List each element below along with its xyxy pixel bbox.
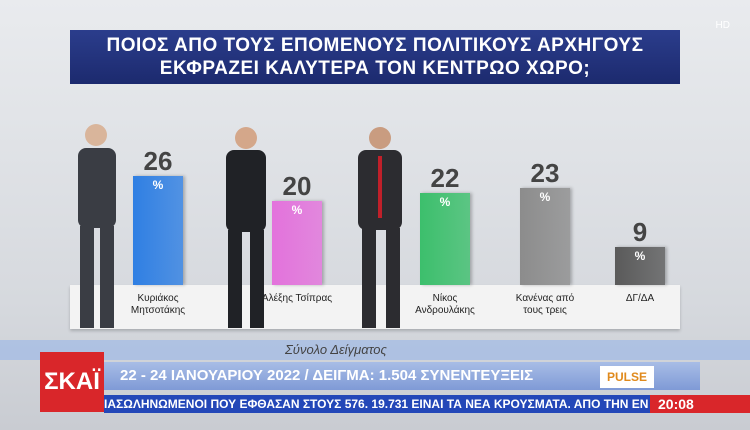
value-label: 23 [530,158,560,189]
hd-badge: HD [715,20,730,31]
value-label: 20 [282,171,312,201]
unit-label: % [291,203,303,217]
portraits [78,124,402,328]
unit-label: % [634,249,646,264]
chart-title: ΠΟΙΟΣ ΑΠΟ ΤΟΥΣ ΕΠΟΜΕΝΟΥΣ ΠΟΛΙΤΙΚΟΥΣ ΑΡΧΗ… [70,30,680,84]
unit-label: % [439,194,451,209]
bar [520,188,570,285]
category-label: Αλέξης Τσίπρας [261,293,333,304]
channel-logo: ΣΚΑΪ [40,352,104,412]
value-label: 22 [430,162,460,193]
category-label: Νίκος Ανδρουλάκης [415,293,475,316]
survey-info: 22 - 24 ΙΑΝΟΥΑΡΙΟΥ 2022 / ΔΕΙΓΜΑ: 1.504 … [40,362,700,390]
person [226,127,266,328]
category-label: Κανένας από τους τρεις [515,293,575,316]
value-label: 9 [632,217,648,248]
source-logo: PULSE [600,366,654,388]
unit-label: % [539,190,551,205]
category-label: Κυριάκος Μητσοτάκης [130,293,186,316]
value-label: 26 [143,145,173,176]
unit-label: % [152,177,164,192]
clock: 20:08 [650,395,750,413]
bar [133,175,183,285]
sample-note: Σύνολο Δείγματος [0,340,750,360]
category-label: ΔΓ/ΔΑ [625,293,655,304]
bar [420,192,470,285]
news-ticker: ΙΑΣΩΛΗΝΩΜΕΝΟΙ ΠΟΥ ΕΦΘΑΣΑΝ ΣΤΟΥΣ 576. 19.… [104,395,650,413]
bar [615,247,665,285]
bar [272,201,322,285]
person [358,127,402,328]
person [78,124,116,328]
